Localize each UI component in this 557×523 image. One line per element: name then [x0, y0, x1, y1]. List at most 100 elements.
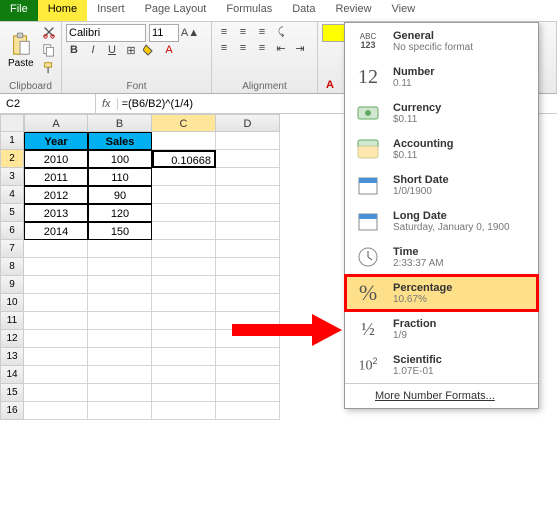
tab-view[interactable]: View — [382, 0, 426, 21]
cell[interactable] — [152, 240, 216, 258]
font-family-select[interactable] — [66, 24, 146, 42]
cell[interactable] — [216, 402, 280, 420]
row-header[interactable]: 6 — [0, 222, 24, 240]
format-option-longdate[interactable]: Long DateSaturday, January 0, 1900 — [345, 203, 538, 239]
col-header[interactable]: A — [24, 114, 88, 132]
row-header[interactable]: 1 — [0, 132, 24, 150]
bold-button[interactable]: B — [66, 42, 82, 58]
cell[interactable] — [24, 276, 88, 294]
cell[interactable]: 120 — [88, 204, 152, 222]
cell[interactable] — [152, 402, 216, 420]
col-header[interactable]: C — [152, 114, 216, 132]
underline-button[interactable]: U — [104, 42, 120, 58]
select-all-corner[interactable] — [0, 114, 24, 132]
row-header[interactable]: 16 — [0, 402, 24, 420]
font-size-select[interactable] — [149, 24, 179, 42]
cell[interactable] — [216, 132, 280, 150]
cell[interactable] — [24, 312, 88, 330]
cell[interactable]: Sales — [88, 132, 152, 150]
format-option-fraction[interactable]: ½Fraction1/9 — [345, 311, 538, 347]
paste-button[interactable]: Paste — [4, 30, 38, 71]
cell[interactable]: 0.10668 — [152, 150, 216, 168]
indent-inc-icon[interactable]: ⇥ — [292, 40, 308, 56]
cell[interactable] — [88, 366, 152, 384]
format-painter-icon[interactable] — [41, 60, 57, 76]
row-header[interactable]: 11 — [0, 312, 24, 330]
cell[interactable] — [152, 222, 216, 240]
cell[interactable]: 2013 — [24, 204, 88, 222]
cell[interactable] — [152, 258, 216, 276]
align-top-icon[interactable]: ≡ — [216, 24, 232, 40]
cell[interactable] — [152, 204, 216, 222]
row-header[interactable]: 10 — [0, 294, 24, 312]
cell[interactable] — [152, 384, 216, 402]
cell[interactable] — [216, 276, 280, 294]
cell[interactable] — [88, 312, 152, 330]
cell[interactable] — [88, 294, 152, 312]
row-header[interactable]: 14 — [0, 366, 24, 384]
orientation-icon[interactable]: ⤹ — [273, 24, 289, 40]
italic-button[interactable]: I — [85, 42, 101, 58]
cell[interactable] — [216, 204, 280, 222]
border-button[interactable]: ⊞ — [123, 42, 139, 58]
cell[interactable] — [88, 258, 152, 276]
font-color-A-icon[interactable]: A — [322, 77, 338, 93]
cell[interactable] — [216, 222, 280, 240]
align-mid-icon[interactable]: ≡ — [235, 24, 251, 40]
format-option-time[interactable]: Time2:33:37 AM — [345, 239, 538, 275]
grow-font-icon[interactable]: A▲ — [182, 25, 198, 41]
format-option-percentage[interactable]: %Percentage10.67% — [345, 275, 538, 311]
cell[interactable] — [24, 258, 88, 276]
cell[interactable] — [216, 240, 280, 258]
align-left-icon[interactable]: ≡ — [216, 40, 232, 56]
cell[interactable] — [216, 366, 280, 384]
cell[interactable]: 110 — [88, 168, 152, 186]
cell[interactable] — [24, 330, 88, 348]
cell[interactable] — [152, 168, 216, 186]
row-header[interactable]: 7 — [0, 240, 24, 258]
cell[interactable]: 100 — [88, 150, 152, 168]
cell[interactable] — [216, 186, 280, 204]
cell[interactable]: Year — [24, 132, 88, 150]
tab-insert[interactable]: Insert — [87, 0, 135, 21]
col-header[interactable]: D — [216, 114, 280, 132]
cell[interactable] — [24, 240, 88, 258]
tab-formulas[interactable]: Formulas — [216, 0, 282, 21]
cell[interactable] — [88, 402, 152, 420]
format-option-general[interactable]: ABC123GeneralNo specific format — [345, 23, 538, 59]
col-header[interactable]: B — [88, 114, 152, 132]
tab-file[interactable]: File — [0, 0, 38, 21]
cell[interactable] — [216, 258, 280, 276]
cell[interactable] — [88, 348, 152, 366]
align-center-icon[interactable]: ≡ — [235, 40, 251, 56]
row-header[interactable]: 12 — [0, 330, 24, 348]
cell[interactable]: 2014 — [24, 222, 88, 240]
tab-page-layout[interactable]: Page Layout — [135, 0, 217, 21]
cell[interactable] — [152, 330, 216, 348]
cell[interactable] — [152, 366, 216, 384]
cell[interactable] — [216, 384, 280, 402]
cell[interactable] — [24, 294, 88, 312]
tab-home[interactable]: Home — [38, 0, 87, 21]
font-color-button[interactable]: A — [161, 42, 177, 58]
indent-dec-icon[interactable]: ⇤ — [273, 40, 289, 56]
cell[interactable]: 150 — [88, 222, 152, 240]
more-number-formats[interactable]: More Number Formats... — [345, 383, 538, 408]
cell[interactable] — [88, 330, 152, 348]
name-box[interactable]: C2 — [0, 94, 96, 113]
cell[interactable] — [24, 402, 88, 420]
cell[interactable] — [24, 366, 88, 384]
cell[interactable]: 2012 — [24, 186, 88, 204]
cut-icon[interactable] — [41, 24, 57, 40]
format-option-number[interactable]: 12Number0.11 — [345, 59, 538, 95]
cell[interactable] — [24, 384, 88, 402]
row-header[interactable]: 3 — [0, 168, 24, 186]
row-header[interactable]: 8 — [0, 258, 24, 276]
cell[interactable] — [152, 312, 216, 330]
cell[interactable] — [216, 150, 280, 168]
cell[interactable] — [216, 294, 280, 312]
cell[interactable] — [152, 132, 216, 150]
fill-color-button[interactable] — [142, 42, 158, 58]
cell[interactable]: 2010 — [24, 150, 88, 168]
row-header[interactable]: 13 — [0, 348, 24, 366]
